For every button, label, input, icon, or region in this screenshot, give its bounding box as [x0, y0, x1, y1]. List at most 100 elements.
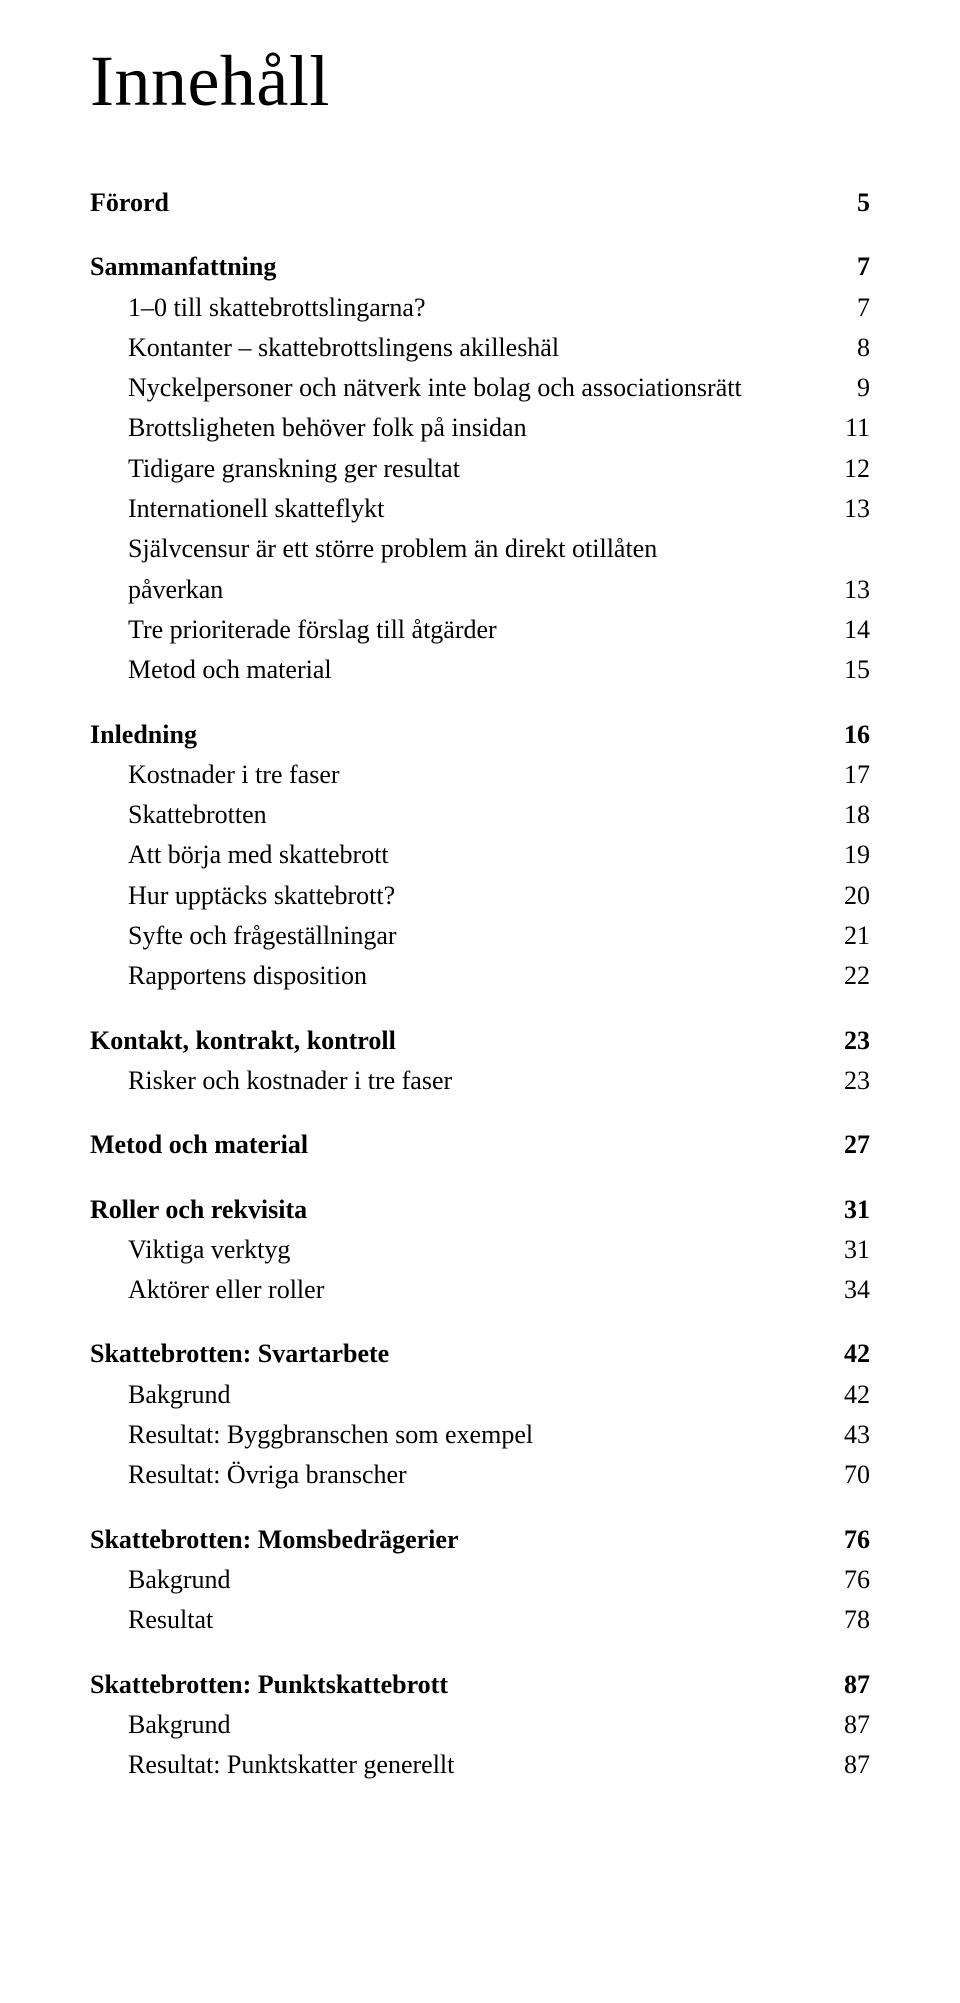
- toc-entry-label: Hur upptäcks skattebrott?: [90, 876, 395, 916]
- toc-entry-page: 87: [844, 1705, 870, 1745]
- toc-entry-label: Resultat: Byggbranschen som exempel: [90, 1415, 533, 1455]
- toc-entry-page: 34: [844, 1270, 870, 1310]
- toc-entry-page: 76: [844, 1560, 870, 1600]
- toc-entry: Bakgrund 42: [90, 1375, 870, 1415]
- toc-entry-label: Skattebrotten: Momsbedrägerier: [90, 1520, 458, 1560]
- toc-entry: Självcensur är ett större problem än dir…: [90, 529, 870, 569]
- toc-entry-page: 76: [844, 1520, 870, 1560]
- toc-entry-label: Skattebrotten: [90, 795, 267, 835]
- toc-entry-page: 78: [844, 1600, 870, 1640]
- toc-entry-page: 9: [857, 368, 870, 408]
- toc-entry-page: 14: [844, 610, 870, 650]
- toc-entry-label: Skattebrotten: Svartarbete: [90, 1334, 389, 1374]
- toc-entry: Brottsligheten behöver folk på insidan 11: [90, 408, 870, 448]
- toc-entry-label: Resultat: Övriga branscher: [90, 1455, 407, 1495]
- toc-entry-label: Skattebrotten: Punktskattebrott: [90, 1665, 448, 1705]
- toc-entry-page: 27: [844, 1125, 870, 1165]
- toc-entry: Kontakt, kontrakt, kontroll 23: [90, 1021, 870, 1061]
- toc-entry: Resultat: Övriga branscher 70: [90, 1455, 870, 1495]
- toc-entry-page: 23: [844, 1061, 870, 1101]
- toc-entry: påverkan 13: [90, 570, 870, 610]
- toc-entry-label: Internationell skatteflykt: [90, 489, 384, 529]
- toc-entry-label: Resultat: Punktskatter generellt: [90, 1745, 454, 1785]
- toc-entry-label: Metod och material: [90, 650, 332, 690]
- toc-entry-label: Brottsligheten behöver folk på insidan: [90, 408, 527, 448]
- toc-entry: Bakgrund76: [90, 1560, 870, 1600]
- toc-entry: Risker och kostnader i tre faser 23: [90, 1061, 870, 1101]
- toc-entry-page: 15: [844, 650, 870, 690]
- toc-entry-label: Kontakt, kontrakt, kontroll: [90, 1021, 396, 1061]
- toc-entry-page: 31: [844, 1190, 870, 1230]
- toc-entry: Skattebrotten 18: [90, 795, 870, 835]
- toc-entry: Inledning 16: [90, 715, 870, 755]
- toc-entry: Kontanter – skattebrottslingens akillesh…: [90, 328, 870, 368]
- toc-entry-page: 8: [857, 328, 870, 368]
- toc-entry-page: 17: [844, 755, 870, 795]
- toc-entry: Aktörer eller roller 34: [90, 1270, 870, 1310]
- toc-entry-page: 12: [844, 449, 870, 489]
- toc-entry: Bakgrund 87: [90, 1705, 870, 1745]
- toc-entry-page: 21: [844, 916, 870, 956]
- toc-entry: Syfte och frågeställningar 21: [90, 916, 870, 956]
- toc-entry-page: 11: [845, 408, 870, 448]
- toc-entry-page: 20: [844, 876, 870, 916]
- toc-entry: Nyckelpersoner och nätverk inte bolag oc…: [90, 368, 870, 408]
- toc-entry-label: Kostnader i tre faser: [90, 755, 340, 795]
- toc-entry-page: 13: [844, 570, 870, 610]
- toc-entry-page: 13: [844, 489, 870, 529]
- toc-entry-label: Metod och material: [90, 1125, 308, 1165]
- toc-entry-label: Bakgrund: [90, 1375, 231, 1415]
- toc-entry-label: Att börja med skattebrott: [90, 835, 389, 875]
- toc-entry-page: 87: [844, 1745, 870, 1785]
- toc-entry-page: 7: [857, 247, 870, 287]
- toc-entry-label-continuation: påverkan: [90, 570, 223, 610]
- toc-entry: Skattebrotten: Punktskattebrott 87: [90, 1665, 870, 1705]
- toc-entry: Skattebrotten: Svartarbete 42: [90, 1334, 870, 1374]
- toc-entry-label: Risker och kostnader i tre faser: [90, 1061, 452, 1101]
- toc-entry: Resultat: Punktskatter generellt 87: [90, 1745, 870, 1785]
- toc-entry-label: 1–0 till skattebrottslingarna?: [90, 288, 426, 328]
- toc-entry-label: Roller och rekvisita: [90, 1190, 307, 1230]
- toc-entry: Metod och material 15: [90, 650, 870, 690]
- toc-entry-page: 18: [844, 795, 870, 835]
- toc-entry-page: 22: [844, 956, 870, 996]
- toc-entry: 1–0 till skattebrottslingarna? 7: [90, 288, 870, 328]
- toc-entry-label: Kontanter – skattebrottslingens akillesh…: [90, 328, 559, 368]
- toc-entry-label: Bakgrund: [90, 1705, 231, 1745]
- toc-entry: Internationell skatteflykt 13: [90, 489, 870, 529]
- toc-entry: Resultat: Byggbranschen som exempel 43: [90, 1415, 870, 1455]
- toc-entry-page: 87: [844, 1665, 870, 1705]
- toc-entry-page: 19: [844, 835, 870, 875]
- toc-entry-label: Tre prioriterade förslag till åtgärder: [90, 610, 497, 650]
- toc-entry-page: 7: [857, 288, 870, 328]
- toc-entry: Kostnader i tre faser 17: [90, 755, 870, 795]
- toc-entry-label: Aktörer eller roller: [90, 1270, 324, 1310]
- toc-entry: Tidigare granskning ger resultat 12: [90, 449, 870, 489]
- toc-entry-label: Självcensur är ett större problem än dir…: [90, 529, 657, 569]
- table-of-contents: Förord5Sammanfattning71–0 till skattebro…: [90, 183, 870, 1785]
- toc-entry-label: Inledning: [90, 715, 197, 755]
- toc-entry-label: Viktiga verktyg: [90, 1230, 290, 1270]
- toc-entry-label: Syfte och frågeställningar: [90, 916, 397, 956]
- toc-entry: Roller och rekvisita 31: [90, 1190, 870, 1230]
- toc-entry-label: Sammanfattning: [90, 247, 276, 287]
- toc-entry-page: 5: [857, 183, 870, 223]
- toc-entry: Förord5: [90, 183, 870, 223]
- toc-entry: Resultat 78: [90, 1600, 870, 1640]
- page-title: Innehåll: [90, 40, 870, 123]
- toc-entry: Metod och material 27: [90, 1125, 870, 1165]
- toc-entry: Viktiga verktyg 31: [90, 1230, 870, 1270]
- toc-entry-page: 43: [844, 1415, 870, 1455]
- toc-entry-page: 23: [844, 1021, 870, 1061]
- toc-entry-page: 16: [844, 715, 870, 755]
- toc-entry: Skattebrotten: Momsbedrägerier 76: [90, 1520, 870, 1560]
- toc-entry: Hur upptäcks skattebrott? 20: [90, 876, 870, 916]
- toc-entry-label: Rapportens disposition: [90, 956, 367, 996]
- toc-entry-label: Tidigare granskning ger resultat: [90, 449, 460, 489]
- toc-entry-label: Resultat: [90, 1600, 213, 1640]
- toc-entry: Sammanfattning 7: [90, 247, 870, 287]
- toc-entry-page: 42: [844, 1334, 870, 1374]
- toc-entry-page: 42: [844, 1375, 870, 1415]
- toc-entry-page: 31: [844, 1230, 870, 1270]
- toc-entry-page: 70: [844, 1455, 870, 1495]
